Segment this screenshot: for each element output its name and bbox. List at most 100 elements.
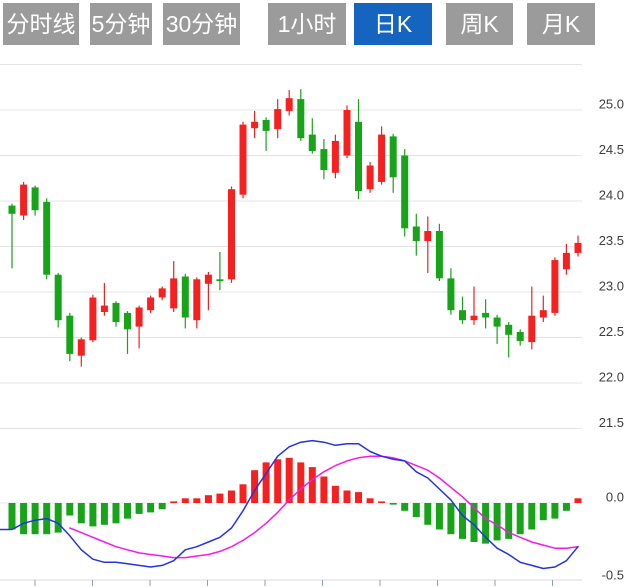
candle[interactable] xyxy=(505,322,513,358)
candle[interactable] xyxy=(228,186,235,283)
svg-text:22.5: 22.5 xyxy=(599,324,624,339)
candle[interactable] xyxy=(331,134,339,179)
price-gridlines xyxy=(0,64,582,429)
macd-bar xyxy=(228,490,235,503)
candle[interactable] xyxy=(216,252,224,291)
candle[interactable] xyxy=(389,133,397,193)
candle[interactable] xyxy=(262,117,270,151)
candle[interactable] xyxy=(158,286,166,301)
macd-bar xyxy=(20,503,28,535)
candle[interactable] xyxy=(343,105,351,159)
macd-bar xyxy=(320,476,328,503)
candle[interactable] xyxy=(124,311,131,354)
tab-5min[interactable]: 5分钟 xyxy=(90,3,152,45)
candle[interactable] xyxy=(251,110,259,139)
macd-bar xyxy=(412,503,420,517)
price-axis-labels: 25.0 24.5 24.0 23.5 23.0 22.5 22.0 21.5 xyxy=(599,97,624,431)
candle[interactable] xyxy=(493,314,501,344)
macd-bar xyxy=(239,484,247,503)
macd-bar xyxy=(297,462,305,503)
tab-minute-line[interactable]: 分时线 xyxy=(3,3,79,45)
candle[interactable] xyxy=(482,299,490,329)
candle[interactable] xyxy=(31,185,39,216)
candle[interactable] xyxy=(366,161,374,193)
macd-bar xyxy=(8,503,16,530)
dea-line xyxy=(69,455,579,559)
candle[interactable] xyxy=(470,286,478,325)
macd-bar xyxy=(528,503,536,530)
macd-bar xyxy=(355,492,362,503)
macd-bar xyxy=(135,503,143,514)
tab-weekly-k[interactable]: 周K xyxy=(446,3,513,45)
candle[interactable] xyxy=(285,90,293,116)
macd-bar xyxy=(308,467,316,503)
macd-histogram xyxy=(8,457,582,544)
candle[interactable] xyxy=(574,235,582,257)
macd-bar xyxy=(251,470,259,503)
candle[interactable] xyxy=(77,337,85,367)
candle[interactable] xyxy=(378,126,386,185)
tab-30min[interactable]: 30分钟 xyxy=(163,3,240,45)
svg-text:23.5: 23.5 xyxy=(599,233,624,248)
candle[interactable] xyxy=(239,121,247,199)
tab-monthly-k[interactable]: 月K xyxy=(527,3,595,45)
candle[interactable] xyxy=(516,329,524,346)
candle[interactable] xyxy=(320,139,328,180)
candle[interactable] xyxy=(562,243,570,275)
macd-bar xyxy=(562,503,570,511)
macd-bar xyxy=(274,459,282,503)
candles-layer xyxy=(8,89,582,367)
candle[interactable] xyxy=(355,99,362,200)
candle[interactable] xyxy=(424,216,432,273)
macd-bar xyxy=(459,503,466,539)
candle[interactable] xyxy=(435,223,443,282)
svg-text:-0.5: -0.5 xyxy=(602,568,624,583)
candle[interactable] xyxy=(43,198,51,280)
macd-bar xyxy=(343,490,351,503)
macd-bar xyxy=(262,462,270,503)
candle[interactable] xyxy=(204,272,212,311)
candle[interactable] xyxy=(447,268,455,315)
candle[interactable] xyxy=(308,118,316,154)
candle[interactable] xyxy=(54,272,62,328)
macd-bar xyxy=(366,498,374,503)
candle[interactable] xyxy=(459,296,466,324)
candle[interactable] xyxy=(112,301,120,327)
candle[interactable] xyxy=(551,257,559,316)
macd-bar xyxy=(147,503,155,513)
candle[interactable] xyxy=(20,181,28,221)
macd-bar xyxy=(331,485,339,503)
tab-1hour[interactable]: 1小时 xyxy=(268,3,346,45)
candle[interactable] xyxy=(528,286,536,350)
macd-bar xyxy=(378,501,386,503)
macd-bar xyxy=(285,457,293,503)
candle[interactable] xyxy=(100,282,108,316)
candle[interactable] xyxy=(135,305,143,349)
tab-daily-k[interactable]: 日K xyxy=(354,3,432,45)
candle[interactable] xyxy=(181,273,189,329)
svg-text:24.5: 24.5 xyxy=(599,142,624,157)
candle[interactable] xyxy=(274,99,282,139)
x-axis-ticks xyxy=(34,580,554,586)
candle[interactable] xyxy=(401,149,409,237)
macd-bar xyxy=(447,503,455,535)
candle[interactable] xyxy=(89,294,97,343)
macd-bar xyxy=(112,503,120,524)
candle[interactable] xyxy=(412,213,420,256)
candle[interactable] xyxy=(147,295,155,313)
candle[interactable] xyxy=(297,89,305,141)
candle[interactable] xyxy=(170,261,178,312)
macd-bar xyxy=(470,503,478,542)
macd-bar xyxy=(435,503,443,530)
candle[interactable] xyxy=(193,277,201,329)
candle[interactable] xyxy=(8,203,16,269)
macd-bar xyxy=(124,503,131,519)
candle[interactable] xyxy=(66,312,74,362)
candle[interactable] xyxy=(539,295,547,322)
macd-bar xyxy=(401,503,409,511)
macd-bar xyxy=(193,498,201,503)
macd-bar xyxy=(482,503,490,544)
svg-text:25.0: 25.0 xyxy=(599,97,624,112)
macd-bar xyxy=(216,493,224,503)
